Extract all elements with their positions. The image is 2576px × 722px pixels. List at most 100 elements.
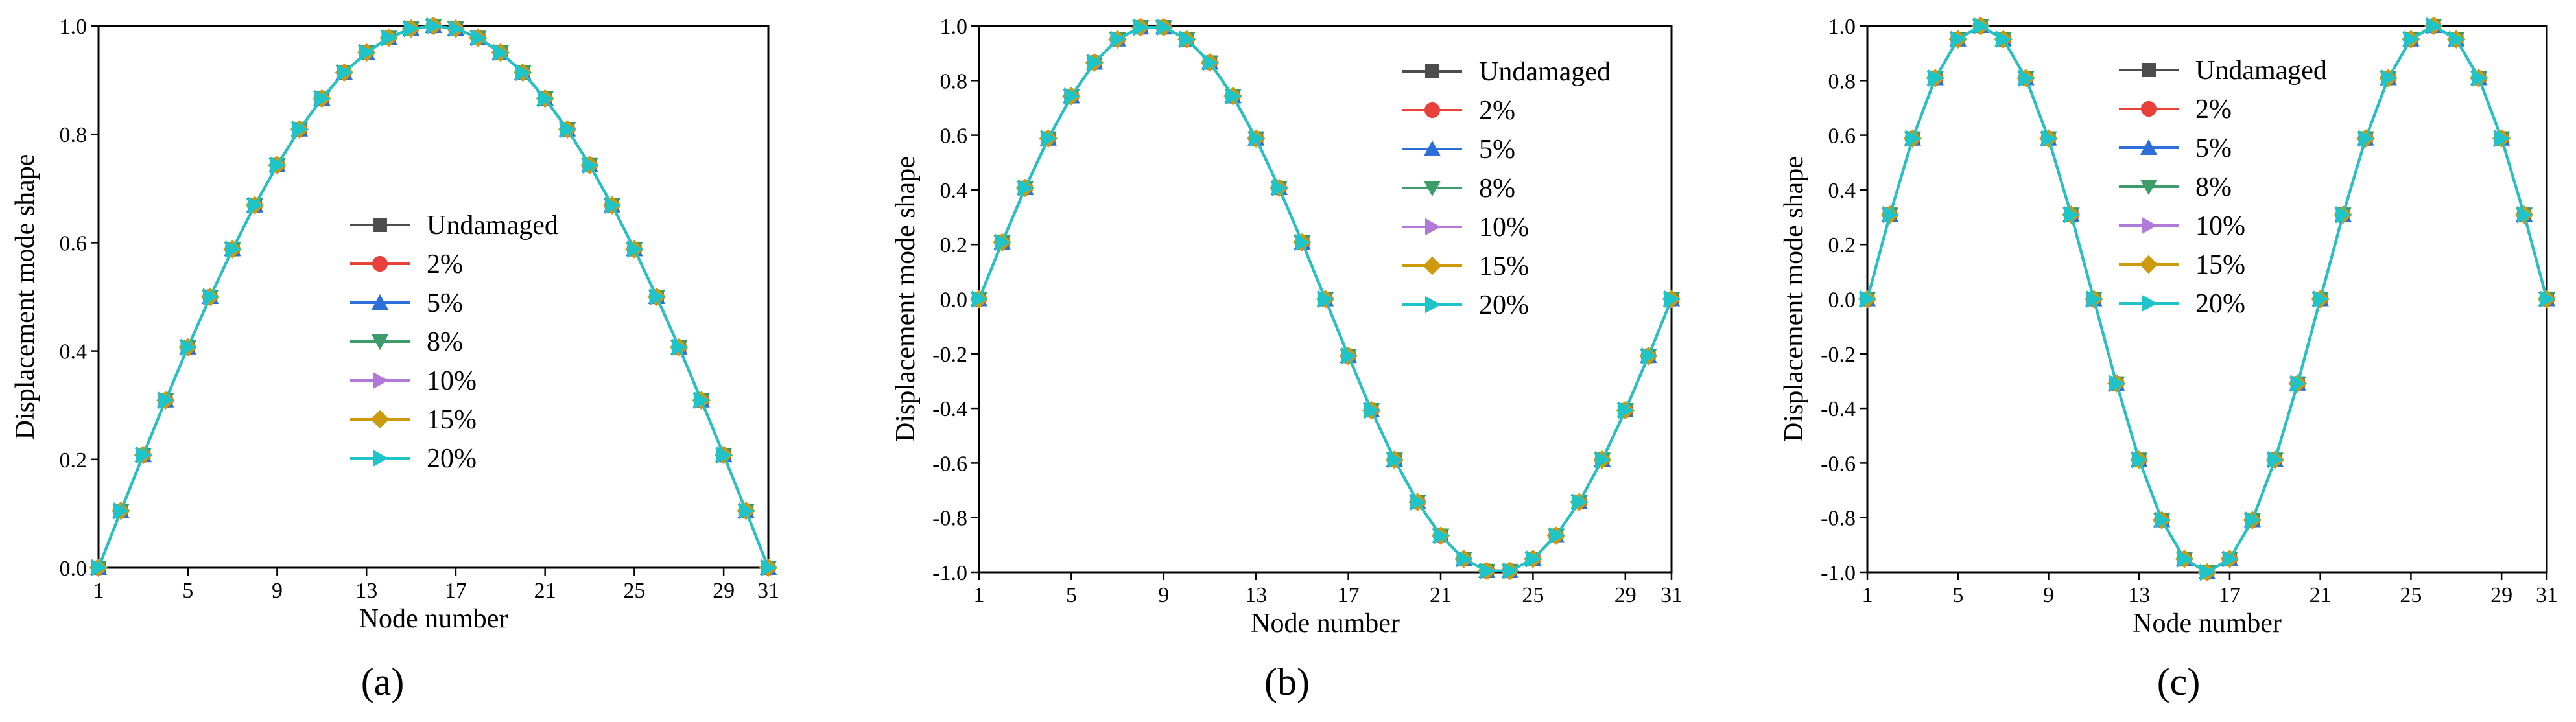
y-tick-label: 0.2	[60, 448, 88, 472]
data-point	[1064, 87, 1080, 105]
panel-label: (c)	[2157, 660, 2201, 703]
data-point	[2426, 17, 2442, 35]
data-point	[1882, 206, 1899, 224]
data-point	[1502, 562, 1518, 580]
data-point	[2472, 69, 2488, 87]
data-point	[426, 17, 442, 35]
data-point	[2313, 290, 2329, 308]
data-point	[672, 338, 688, 356]
data-point	[1905, 130, 1922, 147]
data-point	[471, 29, 487, 47]
legend-label: 8%	[1479, 174, 1515, 204]
data-point	[1087, 54, 1104, 71]
legend-label: 5%	[2195, 134, 2232, 163]
data-point	[2109, 375, 2125, 392]
data-point	[1364, 401, 1380, 419]
data-point	[1225, 87, 1242, 105]
data-point	[1572, 493, 1588, 511]
data-point	[2132, 451, 2148, 469]
data-point	[180, 338, 196, 356]
x-tick-label: 17	[2219, 583, 2241, 607]
legend-marker	[2142, 63, 2156, 77]
panel-c: -1.0-0.8-0.6-0.4-0.20.00.20.40.60.81.01 5…	[1779, 15, 2558, 703]
y-tick-label: 0.2	[940, 233, 968, 257]
data-point	[604, 196, 621, 214]
y-tick-label: -0.6	[1821, 452, 1856, 476]
data-point	[2267, 451, 2284, 469]
data-point	[1318, 290, 1334, 308]
legend-marker	[2140, 180, 2158, 196]
legend-marker	[2140, 100, 2157, 117]
data-point	[203, 288, 219, 306]
data-point	[2335, 206, 2352, 224]
data-point	[2494, 130, 2511, 147]
data-point	[560, 121, 576, 138]
y-tick-label: 0.6	[60, 231, 88, 255]
data-point	[1618, 401, 1634, 419]
y-tick-label: 0.8	[1828, 69, 1856, 93]
y-tick-label: 0.0	[60, 557, 88, 581]
data-point	[1271, 179, 1288, 197]
legend-marker	[2142, 294, 2158, 312]
x-tick-label: 1	[93, 579, 104, 603]
x-tick-label: 13	[1245, 583, 1267, 607]
data-point	[1434, 527, 1450, 544]
y-tick-label: -0.6	[932, 452, 967, 476]
x-tick-label: 25	[623, 579, 645, 603]
data-point	[1549, 527, 1565, 544]
x-tick-label: 25	[2400, 583, 2422, 607]
legend-label: 20%	[427, 444, 477, 474]
legend-marker	[1425, 64, 1439, 78]
y-tick-label: 0.6	[940, 124, 968, 148]
data-point	[2155, 511, 2171, 529]
data-point	[381, 29, 397, 47]
x-tick-label: 1	[1862, 583, 1873, 607]
x-tick-label: 29	[2490, 583, 2512, 607]
y-tick-label: 0.4	[1828, 179, 1856, 203]
legend-label: 8%	[427, 327, 463, 357]
x-tick-label: 5	[1066, 583, 1077, 607]
x-tick-label: 9	[1158, 583, 1169, 607]
legend-label: 10%	[427, 366, 477, 396]
data-point	[1341, 347, 1357, 365]
legend-marker	[1424, 102, 1441, 119]
y-tick-label: 0.0	[1828, 288, 1856, 312]
legend-marker	[1423, 140, 1441, 156]
data-point	[1410, 493, 1426, 511]
y-tick-label: 1.0	[60, 15, 88, 39]
y-axis-title: Displacement mode shape	[10, 154, 40, 440]
data-point	[2290, 375, 2306, 392]
data-point	[2358, 130, 2374, 147]
data-point	[1041, 130, 1057, 147]
data-point	[1950, 30, 1967, 48]
x-tick-label: 1	[974, 583, 985, 607]
y-tick-label: 0.2	[1828, 233, 1856, 257]
x-tick-label: 9	[272, 579, 283, 603]
y-tick-label: -0.2	[1821, 343, 1856, 367]
data-point	[538, 89, 554, 108]
legend-label: 8%	[2195, 172, 2232, 202]
data-point	[1860, 290, 1876, 308]
data-point	[2018, 69, 2035, 87]
data-point	[1595, 451, 1611, 469]
x-tick-label: 13	[355, 579, 377, 603]
x-tick-label: 17	[445, 579, 467, 603]
data-point	[337, 64, 353, 82]
data-point	[2064, 206, 2080, 224]
legend-label: 15%	[2195, 250, 2245, 280]
legend-marker	[1423, 256, 1442, 275]
data-point	[1295, 233, 1311, 251]
data-point	[2381, 69, 2397, 87]
y-axis-title: Displacement mode shape	[1779, 156, 1809, 442]
data-point	[359, 43, 375, 62]
y-tick-label: -0.8	[1821, 507, 1856, 531]
x-tick-label: 31	[2536, 583, 2558, 607]
x-tick-label: 5	[182, 579, 193, 603]
data-point	[2404, 30, 2420, 48]
legend-label: Undamaged	[427, 211, 558, 240]
panel-label: (b)	[1264, 660, 1310, 703]
data-point	[1203, 54, 1219, 71]
x-tick-label: 9	[2043, 583, 2054, 607]
legend-marker	[371, 294, 389, 310]
